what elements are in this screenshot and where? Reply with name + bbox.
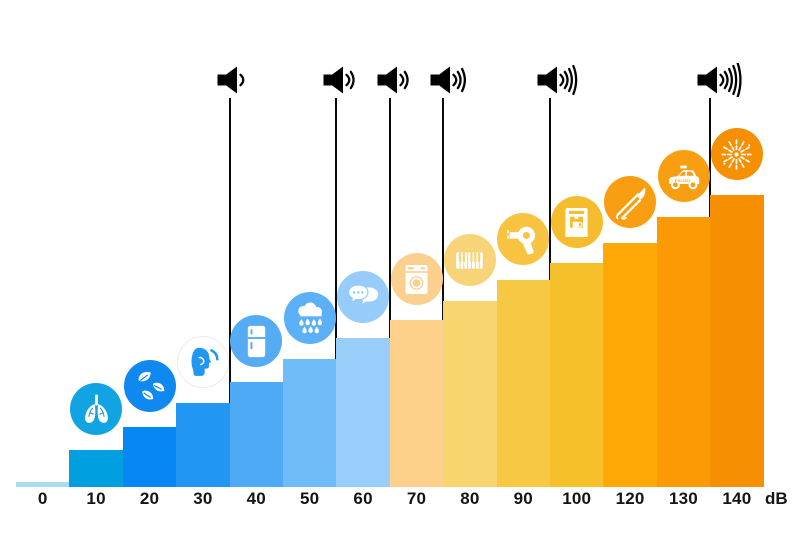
fireworks-icon — [710, 128, 763, 180]
axis-label-80: 80 — [460, 489, 480, 508]
axis-label-20: 20 — [139, 489, 160, 508]
axis-label-120: 120 — [615, 489, 645, 508]
bar-10db — [69, 450, 124, 487]
bar-30db — [176, 403, 231, 487]
threshold-line — [335, 98, 338, 487]
bar-0db — [16, 482, 70, 487]
conversation-icon — [337, 271, 390, 323]
axis-label-30: 30 — [193, 489, 213, 508]
piano-icon — [443, 234, 496, 286]
threshold-line — [228, 98, 231, 487]
bar-130db — [656, 217, 711, 487]
speaker-icon — [430, 63, 478, 97]
axis-unit-label: dB — [765, 489, 788, 508]
axis-label-60: 60 — [353, 489, 373, 508]
falling-leaves-icon — [123, 360, 176, 412]
bar-50db — [283, 359, 337, 487]
rain-icon — [283, 292, 336, 344]
washing-machine-icon — [390, 253, 443, 305]
axis-label-10: 10 — [86, 489, 106, 508]
trombone-icon — [604, 176, 657, 228]
axis-label-40: 40 — [246, 489, 266, 508]
bar-40db — [229, 382, 284, 487]
axis-label-90: 90 — [513, 489, 533, 508]
axis-label-140: 140 — [722, 489, 752, 508]
axis-label-70: 70 — [406, 489, 427, 508]
bar-140db — [710, 195, 765, 487]
bar-70db — [389, 320, 444, 487]
axis-label-130: 130 — [669, 489, 698, 508]
bar-120db — [603, 243, 658, 487]
threshold-line — [442, 98, 445, 487]
police-car-icon: POLIZEI — [657, 150, 710, 202]
speaker-icon — [697, 63, 745, 97]
bar-80db — [443, 301, 498, 487]
bar-90db — [496, 280, 551, 487]
speaker-icon — [217, 63, 265, 97]
bar-100db — [550, 263, 604, 487]
axis-label-0: 0 — [37, 489, 48, 508]
coffee-machine-icon — [550, 196, 603, 248]
axis-label-100: 100 — [562, 489, 592, 508]
bar-20db — [122, 427, 177, 487]
svg-text:POLIZEI: POLIZEI — [675, 179, 690, 183]
hair-dryer-icon — [497, 213, 550, 265]
lungs-breathing-icon — [70, 383, 123, 435]
bar-60db — [336, 338, 391, 487]
whispering-icon — [176, 336, 229, 388]
speaker-icon — [537, 63, 585, 97]
speaker-icon — [377, 63, 425, 97]
speaker-icon — [323, 63, 371, 97]
axis-label-50: 50 — [300, 489, 320, 508]
refrigerator-icon — [230, 315, 283, 367]
threshold-line — [388, 98, 391, 487]
